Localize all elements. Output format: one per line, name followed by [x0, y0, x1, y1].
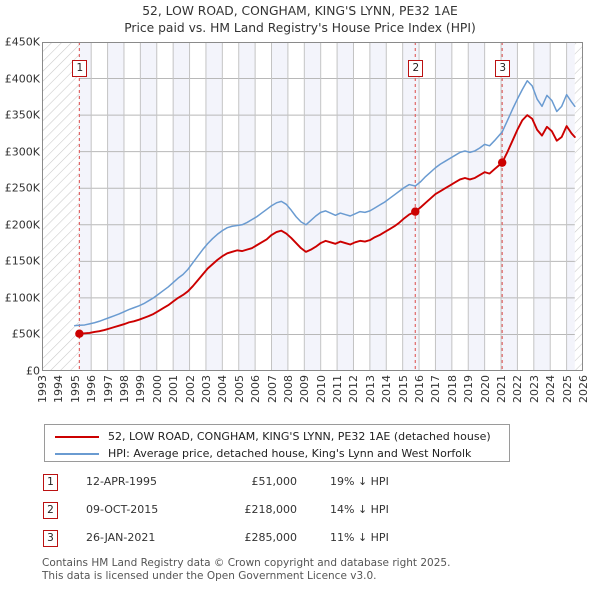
x-tick-label: 1994 [52, 375, 66, 403]
chart-legend: 52, LOW ROAD, CONGHAM, KING'S LYNN, PE32… [44, 424, 510, 462]
legend-color-swatch [55, 435, 99, 438]
footer-attribution: Contains HM Land Registry data © Crown c… [42, 557, 582, 582]
plot-svg [42, 42, 583, 371]
transaction-hpi-delta: 11% ↓ HPI [330, 531, 389, 544]
y-tick-label: £50K [11, 327, 40, 341]
x-tick-label: 2016 [413, 375, 427, 403]
chart-title-line-2: Price paid vs. HM Land Registry's House … [124, 20, 476, 35]
transaction-price: £218,000 [244, 503, 298, 516]
x-tick-label: 2015 [396, 375, 410, 403]
x-tick-label: 2014 [380, 375, 394, 403]
transaction-price: £51,000 [251, 475, 298, 488]
transaction-index-badge: 3 [43, 530, 58, 547]
x-tick-label: 2007 [265, 375, 279, 403]
series-line-0 [78, 114, 576, 335]
x-tick-label: 2012 [347, 375, 361, 403]
x-tick-label: 2026 [577, 375, 590, 403]
x-tick-label: 2021 [495, 375, 509, 403]
x-tick-label: 2019 [462, 375, 476, 403]
transaction-dots [75, 158, 507, 338]
transaction-index-badge: 2 [43, 502, 58, 519]
legend-color-swatch [55, 452, 99, 455]
x-tick-label: 1999 [134, 375, 148, 403]
transaction-hpi-delta: 14% ↓ HPI [330, 503, 389, 516]
y-tick-label: £150K [4, 254, 40, 268]
marker-vertical-lines [78, 42, 503, 371]
series-line-1 [74, 80, 576, 327]
x-tick-label: 1997 [101, 375, 115, 403]
x-tick-label: 2004 [216, 375, 230, 403]
gridlines [42, 42, 583, 371]
transaction-table: 1 12-APR-1995 £51,000 19% ↓ HPI 2 09-OCT-2015… [42, 472, 562, 556]
chart-title: 52, LOW ROAD, CONGHAM, KING'S LYNN, PE32… [0, 3, 600, 36]
transaction-date: 09-OCT-2015 [86, 503, 159, 516]
y-tick-label: £300K [4, 145, 40, 159]
x-tick-label: 2008 [281, 375, 295, 403]
x-tick-label: 2011 [331, 375, 345, 403]
transaction-date: 26-JAN-2021 [86, 531, 156, 544]
x-tick-label: 2009 [298, 375, 312, 403]
x-tick-label: 1998 [117, 375, 131, 403]
x-tick-label: 2003 [199, 375, 213, 403]
x-tick-label: 2022 [511, 375, 525, 403]
legend-item: 52, LOW ROAD, CONGHAM, KING'S LYNN, PE32… [51, 428, 503, 445]
transaction-date: 12-APR-1995 [86, 475, 158, 488]
y-tick-label: £450K [4, 35, 40, 49]
transaction-price: £285,000 [244, 531, 298, 544]
x-tick-label: 2001 [167, 375, 181, 403]
y-tick-label: £100K [4, 291, 40, 305]
table-row: 1 12-APR-1995 £51,000 19% ↓ HPI [42, 472, 562, 500]
x-tick-label: 2013 [363, 375, 377, 403]
y-tick-label: £250K [4, 181, 40, 195]
table-row: 3 26-JAN-2021 £285,000 11% ↓ HPI [42, 528, 562, 556]
x-tick-label: 2018 [445, 375, 459, 403]
x-tick-label: 2017 [429, 375, 443, 403]
x-tick-label: 2006 [249, 375, 263, 403]
plot-area [42, 42, 583, 371]
x-tick-label: 1996 [85, 375, 99, 403]
footer-line-1: Contains HM Land Registry data © Crown c… [42, 557, 451, 569]
transaction-index-badge: 1 [43, 474, 58, 491]
x-tick-label: 2005 [232, 375, 246, 403]
x-tick-label: 2024 [544, 375, 558, 403]
legend-label: HPI: Average price, detached house, King… [108, 447, 472, 460]
x-tick-label: 2023 [527, 375, 541, 403]
y-tick-label: £400K [4, 72, 40, 86]
table-row: 2 09-OCT-2015 £218,000 14% ↓ HPI [42, 500, 562, 528]
legend-label: 52, LOW ROAD, CONGHAM, KING'S LYNN, PE32… [108, 430, 491, 443]
x-tick-label: 2010 [314, 375, 328, 403]
y-tick-label: £200K [4, 218, 40, 232]
marker-badge-3: 3 [495, 60, 511, 77]
legend-item: HPI: Average price, detached house, King… [51, 445, 503, 462]
y-tick-label: £350K [4, 108, 40, 122]
marker-badge-1: 1 [72, 60, 88, 77]
y-tick-label: £0 [26, 364, 40, 378]
x-tick-label: 2000 [150, 375, 164, 403]
marker-badge-2: 2 [408, 60, 424, 77]
transaction-hpi-delta: 19% ↓ HPI [330, 475, 389, 488]
chart-title-line-1: 52, LOW ROAD, CONGHAM, KING'S LYNN, PE32… [142, 4, 458, 18]
x-tick-label: 1993 [36, 375, 49, 403]
x-tick-label: 1995 [68, 375, 82, 403]
x-tick-label: 2025 [560, 375, 574, 403]
x-tick-label: 2020 [478, 375, 492, 403]
no-data-regions [42, 42, 583, 371]
x-tick-label: 2002 [183, 375, 197, 403]
footer-line-2: This data is licensed under the Open Gov… [42, 569, 377, 582]
